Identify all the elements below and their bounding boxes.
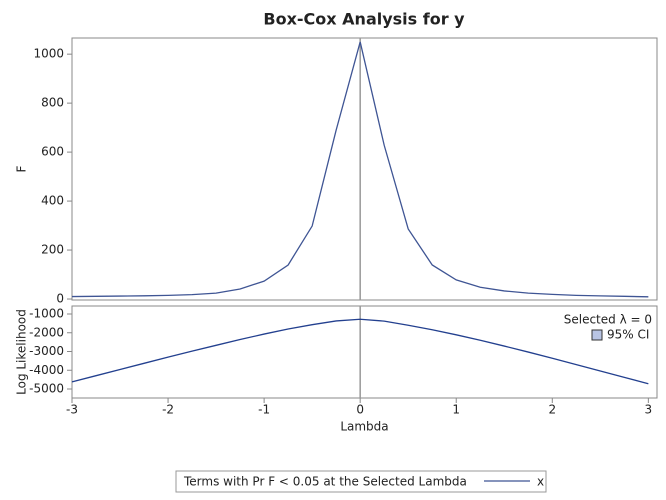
y-axis-label: Log Likelihood (15, 309, 29, 395)
x-tick-label: 2 (548, 403, 556, 417)
series-line (71, 318, 649, 385)
y-tick-label: -2000 (29, 325, 64, 339)
x-tick-label: 3 (645, 403, 653, 417)
y-tick-label: -3000 (29, 344, 64, 358)
x-tick-label: 0 (356, 403, 364, 417)
y-tick-label: 0 (56, 292, 64, 306)
y-tick-label: -4000 (29, 363, 64, 377)
x-tick-label: -3 (66, 403, 78, 417)
y-tick-label: 1000 (33, 47, 64, 61)
y-tick-label: 600 (41, 145, 64, 159)
y-tick-label: 800 (41, 96, 64, 110)
plot-frame (71, 37, 658, 301)
chart-title: Box-Cox Analysis for y (263, 10, 465, 29)
x-tick-label: -2 (162, 403, 174, 417)
ci-label: 95% CI (607, 328, 649, 342)
x-tick-label: -1 (258, 403, 270, 417)
y-tick-label: 200 (41, 243, 64, 257)
x-axis-label: Lambda (340, 420, 388, 434)
legend-title: Terms with Pr F < 0.05 at the Selected L… (183, 475, 467, 489)
y-axis-label: F (15, 165, 29, 172)
ci-swatch (591, 329, 603, 341)
annotation: Selected λ = 0 (564, 313, 652, 327)
x-tick-label: 1 (452, 403, 460, 417)
y-tick-label: 400 (41, 194, 64, 208)
y-tick-label: -1000 (29, 307, 64, 321)
legend-box (175, 470, 547, 493)
legend-label: x (537, 475, 544, 489)
y-tick-label: -5000 (29, 382, 64, 396)
series-line (71, 41, 649, 298)
